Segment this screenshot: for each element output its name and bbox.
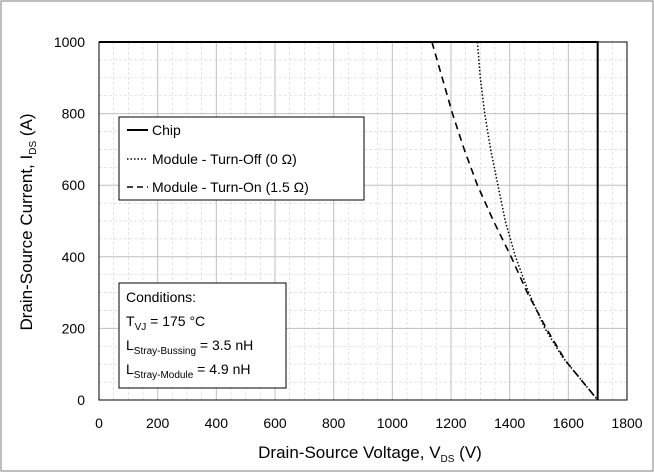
condition-stray-module-rest: = 4.9 nH — [193, 361, 250, 377]
x-tick-label: 200 — [146, 415, 170, 431]
conditions-title: Conditions: — [126, 289, 196, 305]
legend-label-chip: Chip — [152, 122, 181, 138]
legend-item-turn-off: Module - Turn-Off (0 Ω) — [127, 151, 297, 167]
conditions-frame — [118, 282, 287, 389]
x-tick-label: 1800 — [611, 415, 642, 431]
y-tick-label: 0 — [77, 392, 85, 408]
y-axis-title-sub: DS — [28, 141, 39, 155]
conditions-box: Conditions: TVJ = 175 °C LStray-Bussing … — [118, 282, 287, 389]
legend-label-turn-off: Module - Turn-Off (0 Ω) — [152, 151, 297, 167]
x-tick-labels: 0 200 400 600 800 1000 1200 1400 1600 1800 — [95, 415, 643, 431]
x-tick-label: 1400 — [494, 415, 525, 431]
x-axis-title-sub: DS — [441, 454, 455, 465]
condition-stray-module-main: L — [126, 361, 134, 377]
series-line-0 — [99, 41, 599, 400]
y-axis-title-unit: (A) — [17, 113, 36, 140]
x-axis-title: Drain-Source Voltage, VDS (V) — [258, 443, 482, 465]
legend-item-chip: Chip — [127, 122, 181, 138]
y-axis-title-main: Drain-Source Current, I — [17, 155, 36, 331]
x-tick-label: 600 — [263, 415, 287, 431]
condition-tvj-main: T — [126, 313, 135, 329]
x-axis-title-main: Drain-Source Voltage, V — [258, 443, 441, 462]
condition-stray-bussing: LStray-Bussing = 3.5 nH — [126, 337, 253, 357]
condition-stray-bussing-rest: = 3.5 nH — [196, 337, 253, 353]
condition-tvj-sub: VJ — [135, 322, 147, 333]
x-tick-label: 400 — [205, 415, 229, 431]
condition-stray-module-sub: Stray-Module — [134, 370, 194, 381]
condition-tvj-rest: = 175 °C — [146, 313, 205, 329]
series-line-1 — [476, 41, 599, 401]
y-tick-label: 800 — [62, 106, 86, 122]
series-line-2 — [431, 41, 599, 401]
x-tick-label: 1600 — [553, 415, 584, 431]
condition-stray-bussing-main: L — [126, 337, 134, 353]
legend-label-turn-on: Module - Turn-On (1.5 Ω) — [152, 179, 309, 195]
condition-stray-bussing-sub: Stray-Bussing — [134, 346, 196, 357]
y-tick-label: 200 — [62, 320, 86, 336]
y-tick-labels: 0 200 400 600 800 1000 — [54, 34, 85, 408]
y-tick-label: 400 — [62, 249, 86, 265]
condition-stray-module: LStray-Module = 4.9 nH — [126, 361, 250, 381]
y-tick-label: 1000 — [54, 34, 85, 50]
x-tick-label: 1000 — [377, 415, 408, 431]
condition-tvj: TVJ = 175 °C — [126, 313, 205, 333]
x-tick-label: 800 — [322, 415, 346, 431]
x-tick-label: 0 — [95, 415, 103, 431]
legend-item-turn-on: Module - Turn-On (1.5 Ω) — [127, 179, 309, 195]
x-axis-title-unit: (V) — [454, 443, 481, 462]
y-tick-label: 600 — [62, 177, 86, 193]
legend-box — [118, 116, 365, 201]
series-group — [99, 41, 599, 401]
legend: Chip Module - Turn-Off (0 Ω) Module - Tu… — [118, 116, 365, 201]
y-axis-title: Drain-Source Current, IDS (A) — [17, 113, 39, 330]
x-tick-label: 1200 — [435, 415, 466, 431]
